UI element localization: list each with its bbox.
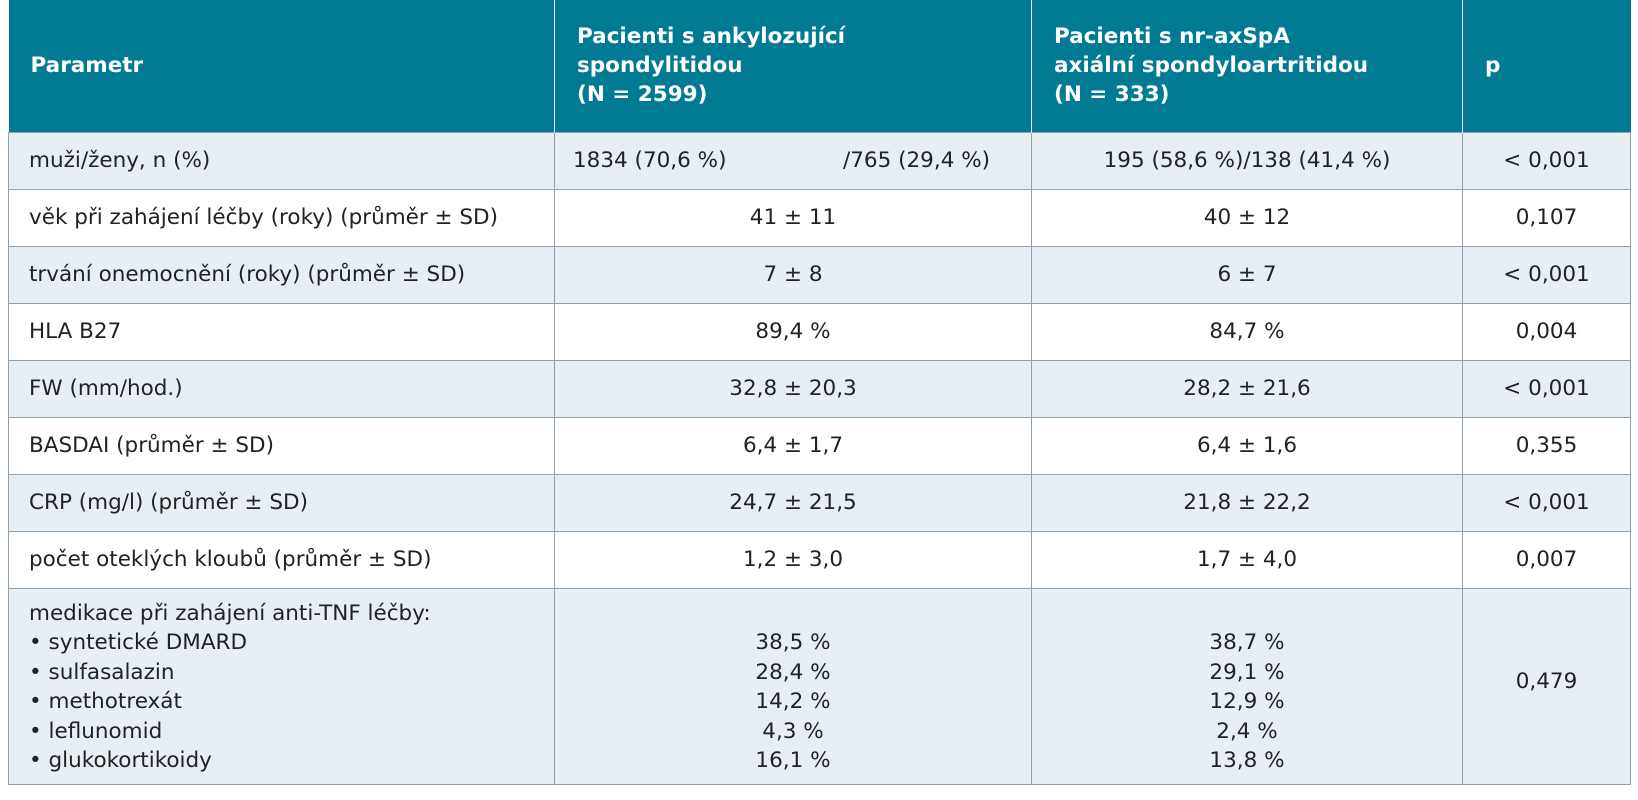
p-value-cell: 0,107 [1462, 188, 1631, 246]
table-row-hla-b27: HLA B27 89,4 % 84,7 % 0,004 [8, 302, 1631, 360]
table-row-basdai: BASDAI (průměr ± SD) 6,4 ± 1,7 6,4 ± 1,6… [8, 416, 1631, 474]
table-row-age: věk při zahájení léčby (roky) (průměr ± … [8, 188, 1631, 246]
nr-medication-value: 38,7 % [1209, 630, 1285, 655]
as-medication-value: 16,1 % [755, 748, 831, 773]
nr-medication-value: 29,1 % [1209, 659, 1285, 685]
as-medication-value: 14,2 % [755, 689, 831, 714]
header-as-line: (N = 2599) [577, 82, 708, 108]
p-value-cell: < 0,001 [1462, 473, 1631, 531]
nr-value-cell: 6,4 ± 1,6 [1031, 416, 1463, 474]
medication-item: methotrexát [29, 687, 554, 717]
as-medication-value: 28,4 % [755, 659, 831, 685]
param-cell: CRP (mg/l) (průměr ± SD) [8, 473, 555, 531]
header-nraxspa-patients: Pacienti s nr-axSpA axiální spondyloartr… [1031, 0, 1463, 132]
medication-item: sulfasalazin [29, 658, 554, 688]
comparison-table-container: Parametr Pacienti s ankylozující spondyl… [8, 0, 1631, 792]
nr-medication-value: 13,8 % [1209, 748, 1285, 773]
nr-medication-value: 2,4 % [1216, 718, 1278, 744]
param-cell: počet oteklých kloubů (průměr ± SD) [8, 530, 555, 588]
nr-value-cell: 6 ± 7 [1031, 245, 1463, 303]
table-row-fw: FW (mm/hod.) 32,8 ± 20,3 28,2 ± 21,6 < 0… [8, 359, 1631, 417]
as-value-cell: 7 ± 8 [554, 245, 1032, 303]
p-value-cell: 0,004 [1462, 302, 1631, 360]
patient-comparison-table: Parametr Pacienti s ankylozující spondyl… [8, 0, 1631, 785]
header-p-value: p [1462, 0, 1631, 132]
p-value-cell: 0,007 [1462, 530, 1631, 588]
medication-item: syntetické DMARD [29, 628, 554, 658]
header-nraxspa-line: (N = 333) [1054, 82, 1170, 108]
nr-medication-value: 12,9 % [1209, 689, 1285, 714]
param-cell: BASDAI (průměr ± SD) [8, 416, 555, 474]
p-value-cell: 0,479 [1462, 587, 1631, 784]
as-men-value: 1834 (70,6 %) [573, 147, 727, 173]
header-parameter: Parametr [8, 0, 555, 132]
nr-medication-cell: 38,7 % 29,1 % 12,9 % 2,4 % 13,8 % [1031, 587, 1463, 784]
nr-value-cell: 84,7 % [1031, 302, 1463, 360]
as-medication-cell: 38,5 % 28,4 % 14,2 % 4,3 % 16,1 % [554, 587, 1032, 784]
header-as-line: Pacienti s ankylozující [577, 24, 846, 50]
header-nraxspa-line: Pacienti s nr-axSpA [1054, 24, 1290, 50]
table-row-medication: medikace při zahájení anti-TNF léčby: sy… [8, 587, 1631, 784]
param-cell: věk při zahájení léčby (roky) (průměr ± … [8, 188, 555, 246]
param-cell: HLA B27 [8, 302, 555, 360]
nr-value-cell: 1,7 ± 4,0 [1031, 530, 1463, 588]
header-as-patients: Pacienti s ankylozující spondylitidou (N… [554, 0, 1032, 132]
as-value-cell: 89,4 % [554, 302, 1032, 360]
medication-title: medikace při zahájení anti-TNF léčby: [29, 600, 431, 626]
param-cell: muži/ženy, n (%) [8, 131, 555, 189]
table-row-crp: CRP (mg/l) (průměr ± SD) 24,7 ± 21,5 21,… [8, 473, 1631, 531]
as-value-cell: 1834 (70,6 %) /765 (29,4 %) [554, 131, 1032, 189]
spacer-line [555, 599, 1031, 629]
as-medication-value: 38,5 % [755, 630, 831, 655]
p-value-cell: 0,355 [1462, 416, 1631, 474]
as-value-cell: 41 ± 11 [554, 188, 1032, 246]
header-nraxspa-line: axiální spondyloartritidou [1054, 53, 1369, 79]
header-as-line: spondylitidou [577, 53, 743, 79]
p-value-cell: < 0,001 [1462, 245, 1631, 303]
table-row-sex: muži/ženy, n (%) 1834 (70,6 %) /765 (29,4… [8, 131, 1631, 189]
p-value-cell: < 0,001 [1462, 131, 1631, 189]
as-medication-value: 4,3 % [762, 718, 824, 744]
param-cell: trvání onemocnění (roky) (průměr ± SD) [8, 245, 555, 303]
table-row-duration: trvání onemocnění (roky) (průměr ± SD) 7… [8, 245, 1631, 303]
as-value-cell: 24,7 ± 21,5 [554, 473, 1032, 531]
as-value-cell: 6,4 ± 1,7 [554, 416, 1032, 474]
nr-value-cell: 28,2 ± 21,6 [1031, 359, 1463, 417]
as-value-cell: 1,2 ± 3,0 [554, 530, 1032, 588]
nr-value-cell: 195 (58,6 %)/138 (41,4 %) [1031, 131, 1463, 189]
medication-item: glukokortikoidy [29, 746, 554, 776]
table-row-swollen-joints: počet oteklých kloubů (průměr ± SD) 1,2 … [8, 530, 1631, 588]
nr-value-cell: 40 ± 12 [1031, 188, 1463, 246]
medication-param-cell: medikace při zahájení anti-TNF léčby: sy… [8, 587, 555, 784]
nr-value-cell: 21,8 ± 22,2 [1031, 473, 1463, 531]
as-value-cell: 32,8 ± 20,3 [554, 359, 1032, 417]
as-women-value: /765 (29,4 %) [843, 147, 991, 173]
medication-item: leflunomid [29, 717, 554, 747]
param-cell: FW (mm/hod.) [8, 359, 555, 417]
spacer-line [1032, 599, 1462, 629]
p-value-cell: < 0,001 [1462, 359, 1631, 417]
table-header-row: Parametr Pacienti s ankylozující spondyl… [8, 0, 1631, 132]
